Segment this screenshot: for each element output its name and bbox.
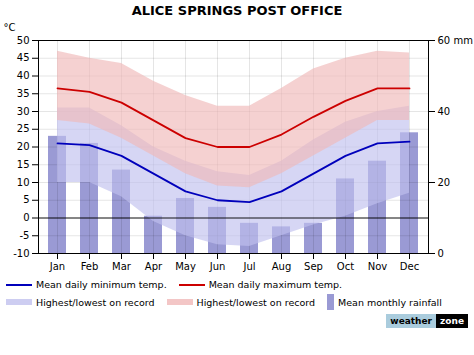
html-text:Highest/lowest on record: Highest/lowest on record xyxy=(196,296,315,308)
svg-text:Jun: Jun xyxy=(209,261,226,272)
svg-text:40: 40 xyxy=(438,106,451,117)
svg-text:-10: -10 xyxy=(13,248,29,259)
html-text:Highest/lowest on record: Highest/lowest on record xyxy=(36,296,155,308)
svg-text:40: 40 xyxy=(17,70,30,81)
svg-text:Nov: Nov xyxy=(368,261,388,272)
svg-text:Feb: Feb xyxy=(81,261,99,272)
html-text:Mean monthly rainfall: Mean monthly rainfall xyxy=(338,296,442,308)
svg-text:Apr: Apr xyxy=(145,261,163,272)
svg-text:60 mm: 60 mm xyxy=(438,35,473,46)
svg-text:15: 15 xyxy=(17,159,30,170)
html-text:Mean daily minimum temp.: Mean daily minimum temp. xyxy=(36,279,167,290)
svg-text:0: 0 xyxy=(438,248,444,259)
svg-text:Jan: Jan xyxy=(49,261,65,272)
svg-text:10: 10 xyxy=(17,177,30,188)
svg-text:Dec: Dec xyxy=(400,261,419,272)
html-text:ALICE SPRINGS POST OFFICE: ALICE SPRINGS POST OFFICE xyxy=(131,3,343,18)
svg-text:Aug: Aug xyxy=(272,261,292,272)
svg-text:45: 45 xyxy=(17,52,30,63)
html-text:weather: weather xyxy=(390,316,433,326)
svg-text:-5: -5 xyxy=(20,230,30,241)
svg-text:May: May xyxy=(175,261,196,272)
svg-text:Sep: Sep xyxy=(304,261,323,272)
svg-text:°C: °C xyxy=(4,22,16,33)
svg-text:20: 20 xyxy=(17,141,30,152)
svg-text:35: 35 xyxy=(17,88,30,99)
html-text:Mean daily maximum temp.: Mean daily maximum temp. xyxy=(208,279,343,290)
svg-text:30: 30 xyxy=(17,106,30,117)
svg-text:5: 5 xyxy=(23,194,29,205)
svg-text:20: 20 xyxy=(438,177,451,188)
svg-text:Oct: Oct xyxy=(337,261,354,272)
html-text:zone: zone xyxy=(440,316,464,326)
svg-text:50: 50 xyxy=(17,35,30,46)
svg-text:0: 0 xyxy=(23,212,29,223)
svg-text:Jul: Jul xyxy=(242,261,255,272)
svg-text:Mar: Mar xyxy=(112,261,132,272)
svg-text:25: 25 xyxy=(17,123,30,134)
